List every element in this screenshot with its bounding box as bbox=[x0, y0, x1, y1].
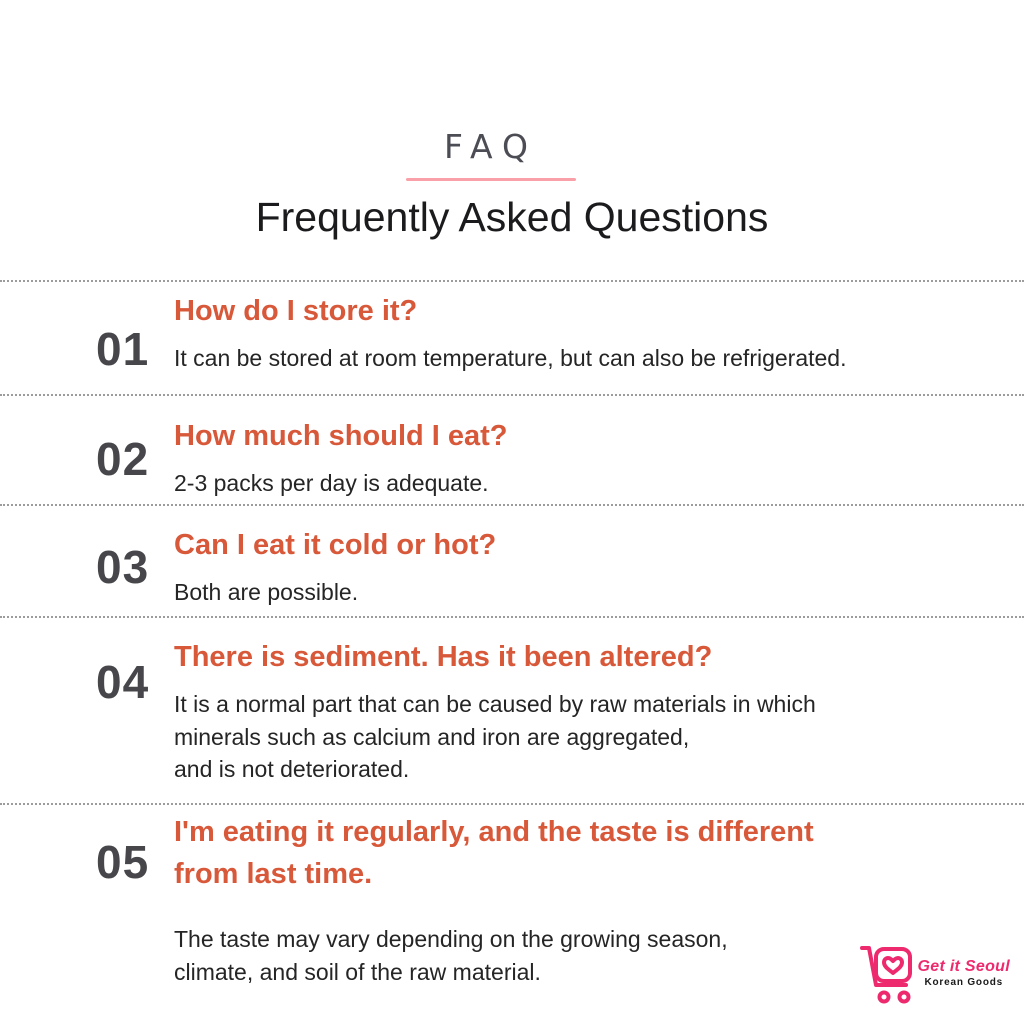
faq-question: Can I eat it cold or hot? bbox=[174, 528, 497, 561]
faq-item-5: 05 I'm eating it regularly, and the tast… bbox=[0, 802, 1024, 988]
faq-item-number: 04 bbox=[96, 655, 150, 708]
faq-label: FAQ bbox=[444, 127, 538, 166]
faq-answer: It is a normal part that can be caused b… bbox=[174, 690, 816, 783]
faq-item-content: How much should I eat? 2-3 packs per day… bbox=[174, 415, 1024, 500]
faq-label-wrap: FAQ bbox=[0, 127, 1003, 181]
faq-question: How much should I eat? bbox=[174, 419, 508, 452]
faq-item-content: Can I eat it cold or hot? Both are possi… bbox=[174, 524, 1024, 609]
faq-answer: The taste may vary depending on the grow… bbox=[174, 925, 728, 985]
faq-item-content: There is sediment. Has it been altered? … bbox=[174, 636, 1024, 786]
faq-answer: It can be stored at room temperature, bu… bbox=[174, 344, 847, 371]
faq-item-2: 02 How much should I eat? 2-3 packs per … bbox=[0, 393, 1024, 504]
faq-item-3: 03 Can I eat it cold or hot? Both are po… bbox=[0, 503, 1024, 616]
faq-question: How do I store it? bbox=[174, 294, 418, 327]
faq-item-number: 03 bbox=[96, 540, 150, 593]
faq-item-content: How do I store it? It can be stored at r… bbox=[174, 290, 1024, 375]
faq-item-number: 05 bbox=[96, 835, 150, 888]
page-title: Frequently Asked Questions bbox=[255, 193, 769, 240]
faq-question: I'm eating it regularly, and the taste i… bbox=[174, 815, 814, 890]
faq-item-4: 04 There is sediment. Has it been altere… bbox=[0, 615, 1024, 803]
faq-answer: Both are possible. bbox=[174, 578, 359, 605]
shopping-cart-heart-icon bbox=[859, 946, 912, 1004]
page-header: FAQ Frequently Asked Questions bbox=[0, 0, 1024, 244]
brand-logo: Get it Seoul Korean Goods bbox=[859, 940, 1011, 1006]
faq-item-number: 02 bbox=[96, 432, 150, 485]
faq-answer: 2-3 packs per day is adequate. bbox=[174, 469, 489, 496]
logo-tagline: Korean Goods bbox=[924, 977, 1003, 989]
faq-item-content: I'm eating it regularly, and the taste i… bbox=[174, 811, 1024, 988]
logo-text: Get it Seoul Korean Goods bbox=[918, 958, 1011, 989]
faq-underline-divider bbox=[406, 177, 576, 181]
logo-brand-name: Get it Seoul bbox=[917, 957, 1010, 975]
faq-item-1: 01 How do I store it? It can be stored a… bbox=[0, 279, 1024, 394]
faq-question: There is sediment. Has it been altered? bbox=[174, 640, 713, 673]
faq-list: 01 How do I store it? It can be stored a… bbox=[0, 279, 1024, 988]
faq-item-number: 01 bbox=[96, 322, 150, 375]
